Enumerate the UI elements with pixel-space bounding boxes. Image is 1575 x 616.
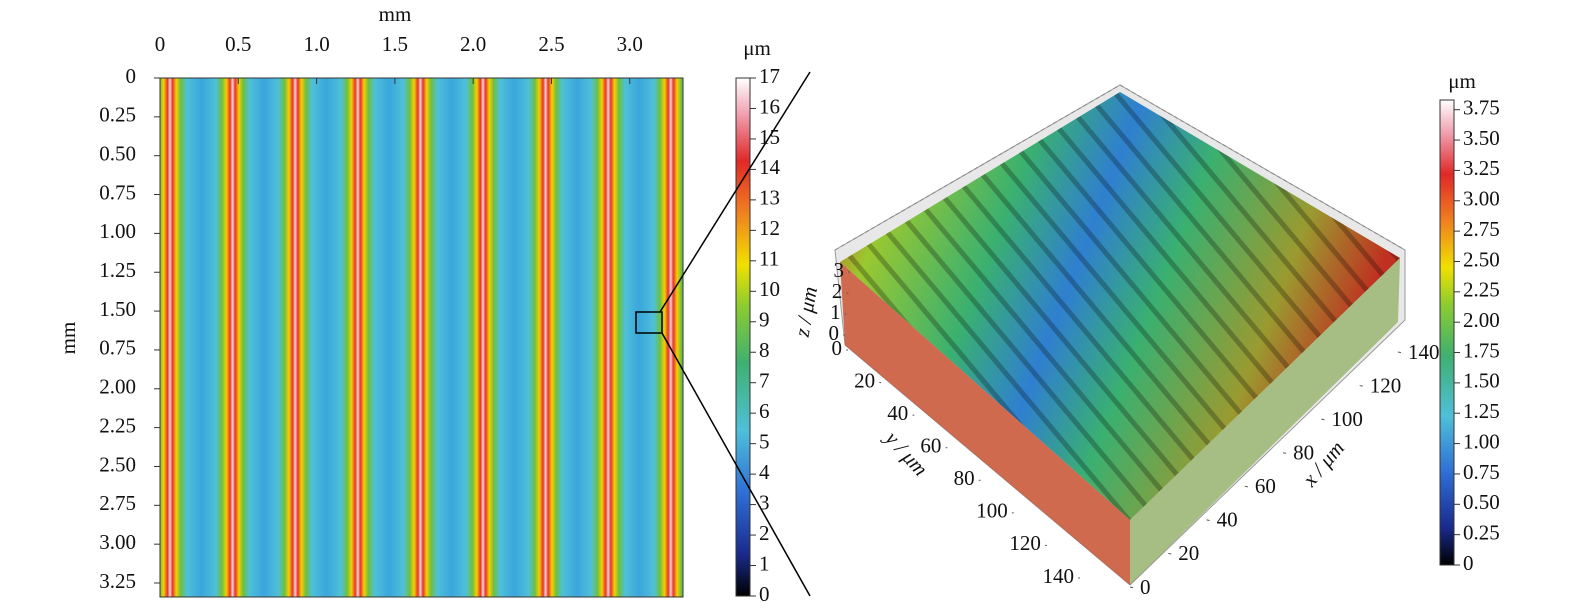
y-tick-label: 1.50 <box>99 297 136 321</box>
surface-side <box>1130 258 1400 585</box>
y-tick-label: 40 <box>887 401 908 425</box>
colorbar-tick-label: 17 <box>759 64 780 88</box>
z-tick-label: 0 <box>829 321 840 345</box>
x-tick-label: 2.5 <box>538 32 564 56</box>
colorbar-tick-label: 2.50 <box>1463 247 1500 271</box>
colorbar-tick-label: 2.00 <box>1463 308 1500 332</box>
colorbar-tick-label: 16 <box>759 94 780 118</box>
colorbar-tick-label: 3.25 <box>1463 156 1500 180</box>
x-tick <box>1397 351 1402 354</box>
x-tick-label: 80 <box>1293 441 1314 465</box>
colorbar-tick-label: 1.75 <box>1463 338 1500 362</box>
colorbar-tick-label: 3.00 <box>1463 187 1500 211</box>
colorbar-tick-label: 13 <box>759 186 780 210</box>
x-tick <box>1283 452 1287 454</box>
colorbar-tick-label: 2 <box>759 521 770 545</box>
x-tick <box>1244 485 1248 488</box>
y-tick-label: 100 <box>976 499 1008 523</box>
x-tick-label: 0.5 <box>225 32 251 56</box>
colorbar-tick-label: 3.75 <box>1463 96 1500 120</box>
y-tick-label: 0.50 <box>99 142 136 166</box>
x-tick <box>1359 385 1363 387</box>
y-tick-label: 0 <box>832 336 843 360</box>
colorbar-tick-label: 7 <box>759 369 770 393</box>
box-edge <box>834 84 1406 251</box>
x-tick-label: 100 <box>1331 407 1363 431</box>
y-tick-label: 1.25 <box>99 258 136 282</box>
z-tick-label: 1 <box>830 300 841 324</box>
x-tick-label: 0 <box>155 32 166 56</box>
x-tick <box>1168 552 1172 555</box>
x-tick-label: 140 <box>1408 340 1440 364</box>
x-tick <box>1129 586 1134 589</box>
zoom-box <box>635 311 663 334</box>
y-tick-label: 1.00 <box>99 219 136 243</box>
z-axis-label: z / μm <box>789 285 822 340</box>
colorbar-tick-label: 0.75 <box>1463 460 1500 484</box>
x-tick-label: 1.5 <box>382 32 408 56</box>
x-axis-label: mm <box>379 2 412 26</box>
y-tick-label: 0.25 <box>99 103 136 127</box>
colorbar-label: μm <box>743 36 771 60</box>
y-tick-label: 3.00 <box>99 530 136 554</box>
colorbar-tick-label: 1.00 <box>1463 429 1500 453</box>
zoom-line <box>661 332 811 597</box>
colorbar-tick-label: 0.50 <box>1463 490 1500 514</box>
colorbar-tick-label: 3 <box>759 490 770 514</box>
colorbar-tick-label: 1 <box>759 551 770 575</box>
y-tick-label: 2.50 <box>99 452 136 476</box>
colorbar-tick-label: 12 <box>759 216 780 240</box>
colorbar-tick-label: 2.75 <box>1463 217 1500 241</box>
x-tick-label: 40 <box>1217 508 1238 532</box>
colorbar-tick-label: 2.25 <box>1463 278 1500 302</box>
y-tick-label: 80 <box>954 466 975 490</box>
y-tick-label: 0.75 <box>99 336 136 360</box>
x-tick-label: 120 <box>1370 373 1402 397</box>
y-tick-label: 20 <box>854 368 875 392</box>
zoom-line <box>659 71 811 313</box>
y-tick-label: 140 <box>1043 564 1075 588</box>
heatmap-image <box>159 77 684 598</box>
y-tick-label: 0 <box>126 64 137 88</box>
x-tick-label: 20 <box>1178 541 1199 565</box>
colorbar-tick-label: 1.50 <box>1463 369 1500 393</box>
colorbar-tick-label: 5 <box>759 429 770 453</box>
y-tick-label: 0.75 <box>99 180 136 204</box>
x-tick-label: 2.0 <box>460 32 486 56</box>
y-axis-label: mm <box>56 322 80 355</box>
x-tick-label: 1.0 <box>303 32 329 56</box>
z-tick-label: 2 <box>832 279 843 303</box>
y-tick-label: 2.00 <box>99 375 136 399</box>
colorbar-tick-label: 15 <box>759 125 780 149</box>
z-tick-label: 3 <box>834 258 845 282</box>
surface-ridges <box>840 92 1400 520</box>
surface-side <box>840 262 1130 585</box>
colorbar-tick-label: 14 <box>759 155 781 179</box>
colorbar-tick-label: 8 <box>759 338 770 362</box>
y-tick-label: 60 <box>920 434 941 458</box>
colorbar-tick-label: 0 <box>1463 551 1474 575</box>
colorbar-tick-label: 1.25 <box>1463 399 1500 423</box>
colorbar <box>735 77 751 597</box>
colorbar-label: μm <box>1448 69 1476 93</box>
x-tick-label: 60 <box>1255 474 1276 498</box>
x-tick-label: 3.0 <box>617 32 643 56</box>
y-tick-label: 2.75 <box>99 491 136 515</box>
colorbar <box>1439 99 1455 566</box>
colorbar-tick-label: 10 <box>759 277 780 301</box>
colorbar-tick-label: 4 <box>759 460 770 484</box>
colorbar-tick-label: 3.50 <box>1463 126 1500 150</box>
x-tick <box>1206 519 1210 521</box>
x-tick-label: 0 <box>1140 575 1151 599</box>
colorbar-tick-label: 0.25 <box>1463 520 1500 544</box>
colorbar-tick-label: 0 <box>759 582 770 606</box>
colorbar-tick-label: 9 <box>759 308 770 332</box>
colorbar-tick-label: 11 <box>759 247 779 271</box>
y-tick-label: 120 <box>1009 531 1041 555</box>
colorbar-tick-label: 6 <box>759 399 770 423</box>
x-tick <box>1321 418 1325 421</box>
y-tick-label: 3.25 <box>99 569 136 593</box>
y-tick-label: 2.25 <box>99 413 136 437</box>
